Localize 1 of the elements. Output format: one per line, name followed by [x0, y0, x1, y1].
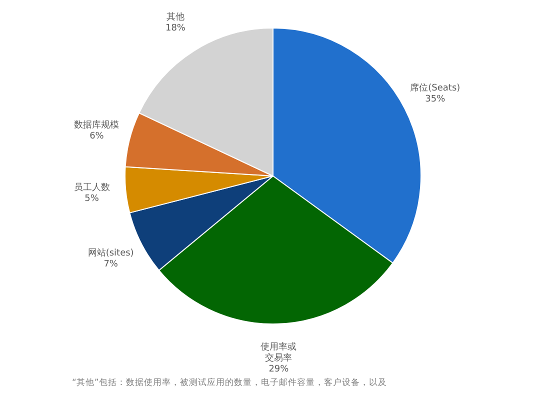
- text: “其他”包括：数据使用率，被测试应用的数量，电子邮件容量，客户设备，以及: [72, 377, 387, 388]
